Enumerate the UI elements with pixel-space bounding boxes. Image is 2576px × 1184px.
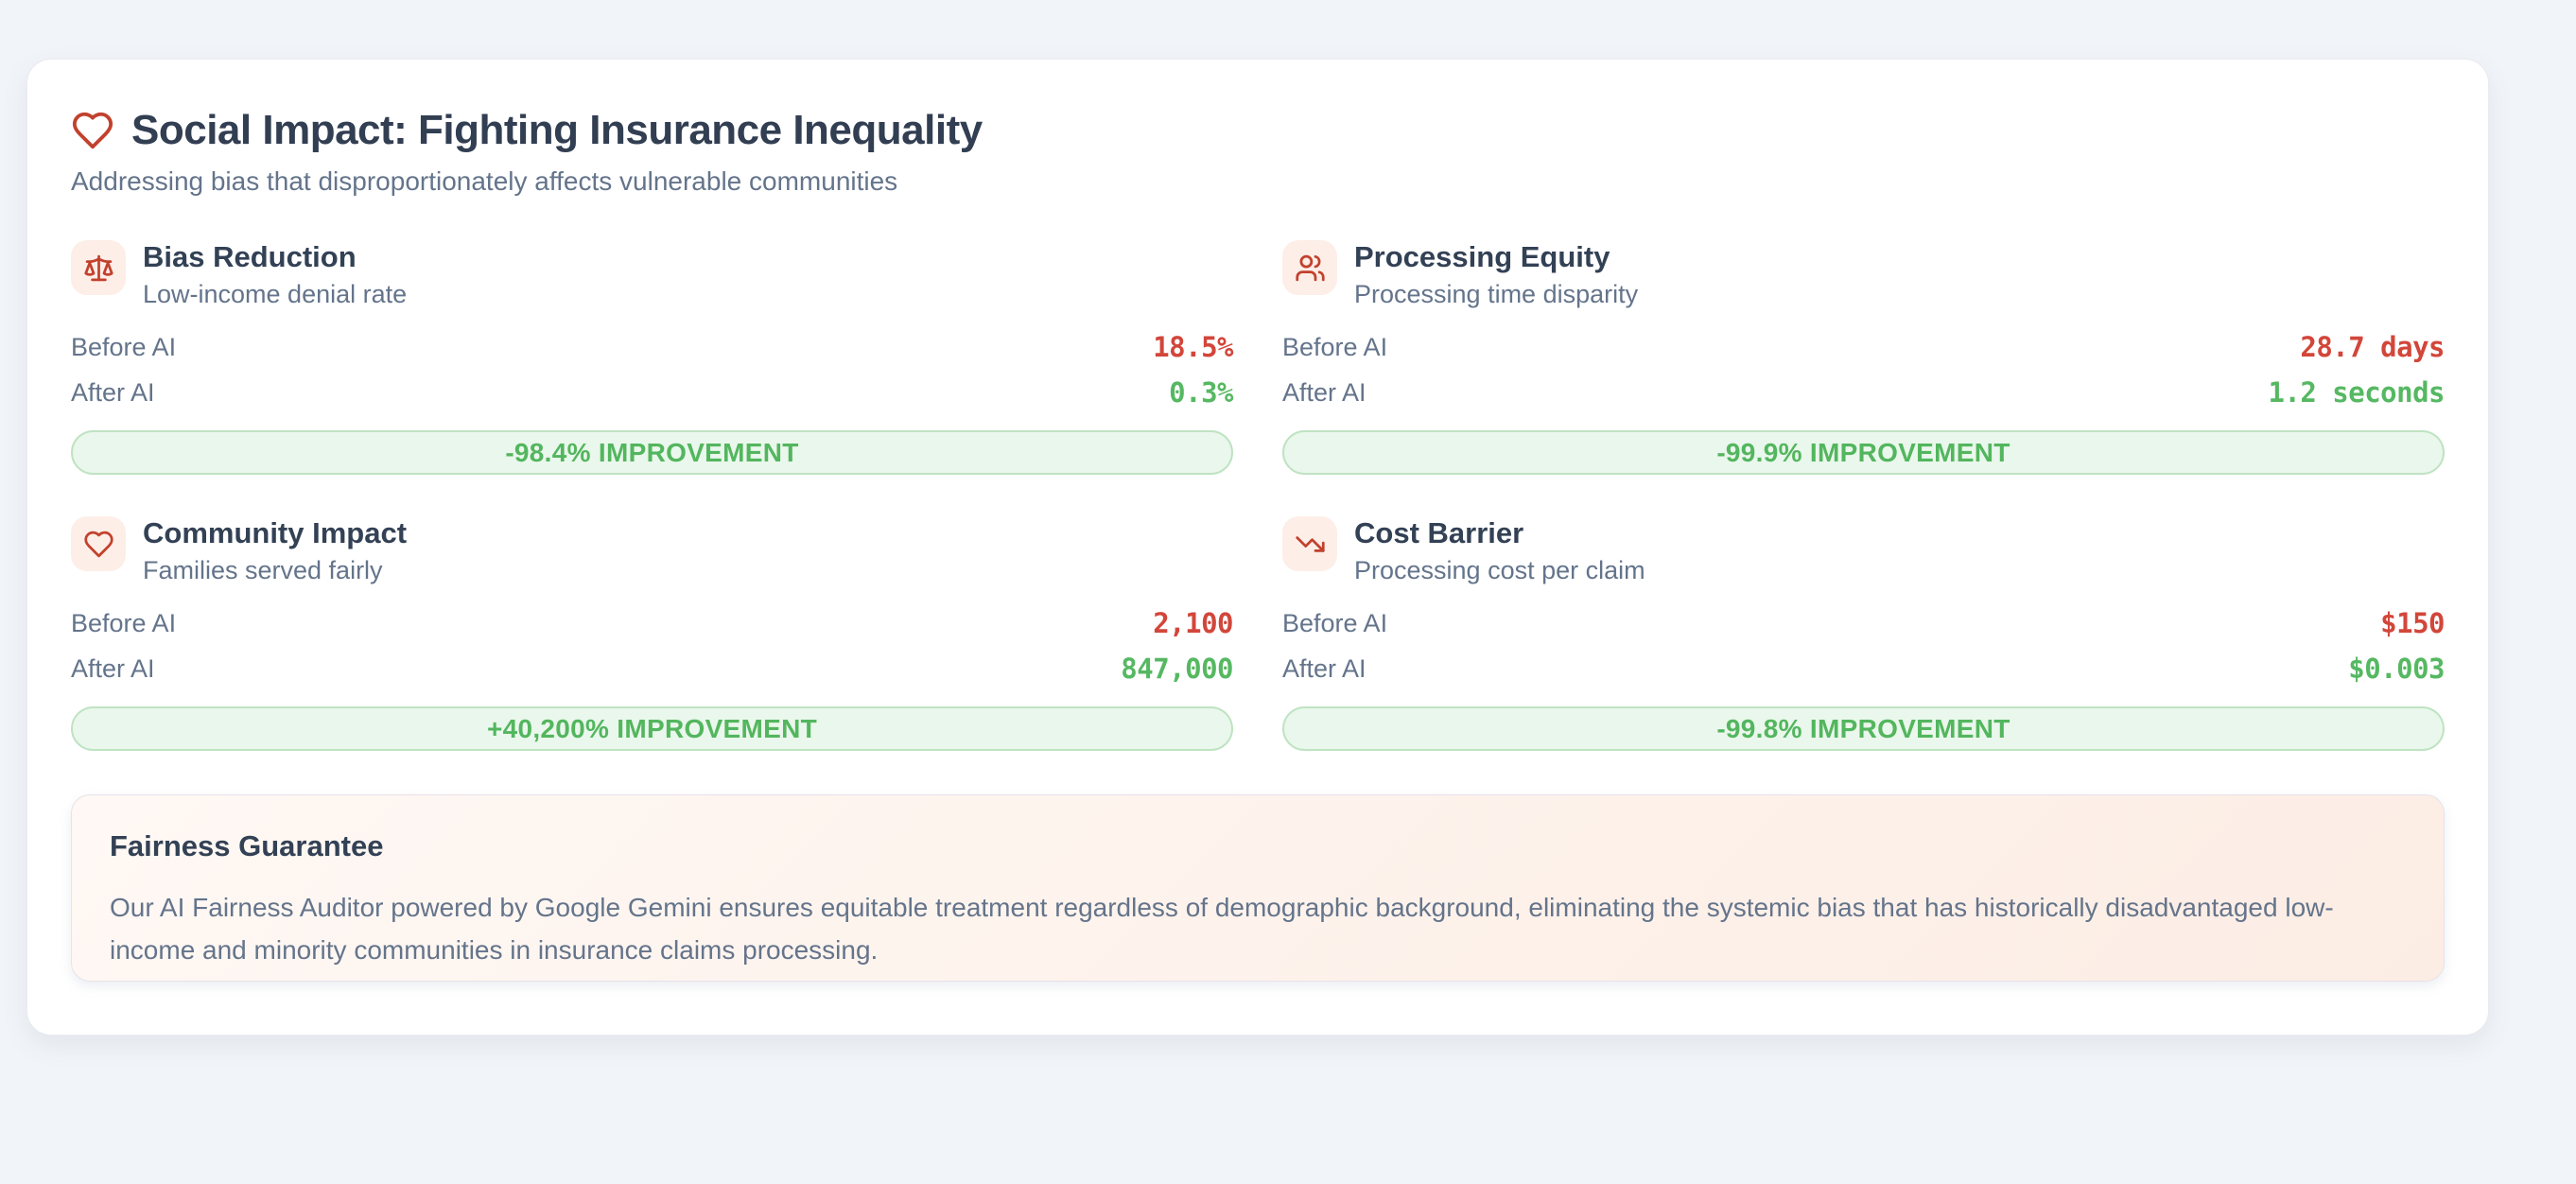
before-ai-value: 28.7 days <box>2300 331 2445 363</box>
page-title: Social Impact: Fighting Insurance Inequa… <box>131 107 983 153</box>
metric-rows: Before AI 18.5% After AI 0.3% <box>71 324 1233 415</box>
scale-icon <box>83 254 113 281</box>
improvement-badge: +40,200% IMPROVEMENT <box>71 706 1233 751</box>
before-ai-value: 2,100 <box>1153 607 1233 639</box>
before-ai-value: $150 <box>2380 607 2445 639</box>
social-impact-card: Social Impact: Fighting Insurance Inequa… <box>26 59 2489 1036</box>
metric-header-text: Bias Reduction Low-income denial rate <box>143 240 407 309</box>
before-ai-label: Before AI <box>1282 332 1388 361</box>
heart-icon <box>83 531 113 557</box>
metric-rows: Before AI $150 After AI $0.003 <box>1282 601 2445 691</box>
after-ai-label: After AI <box>1282 377 1366 407</box>
after-ai-row: After AI $0.003 <box>1282 646 2445 691</box>
after-ai-row: After AI 847,000 <box>71 646 1233 691</box>
metric-title: Cost Barrier <box>1354 516 1524 549</box>
metric-processing-equity: Processing Equity Processing time dispar… <box>1282 240 2445 475</box>
metric-bias-reduction: Bias Reduction Low-income denial rate Be… <box>71 240 1233 475</box>
after-ai-label: After AI <box>1282 653 1366 683</box>
users-icon <box>1295 254 1325 281</box>
after-ai-label: After AI <box>71 377 155 407</box>
improvement-badge: -99.8% IMPROVEMENT <box>1282 706 2445 751</box>
metric-subtitle: Processing time disparity <box>1354 280 1639 308</box>
before-ai-row: Before AI 28.7 days <box>1282 324 2445 370</box>
metric-rows: Before AI 28.7 days After AI 1.2 seconds <box>1282 324 2445 415</box>
after-ai-value: 0.3% <box>1169 376 1233 409</box>
before-ai-row: Before AI 18.5% <box>71 324 1233 370</box>
before-ai-label: Before AI <box>1282 608 1388 637</box>
metric-subtitle: Low-income denial rate <box>143 280 408 308</box>
icon-chip <box>1282 240 1337 295</box>
before-ai-row: Before AI 2,100 <box>71 601 1233 646</box>
icon-chip <box>71 516 126 571</box>
page-subtitle: Addressing bias that disproportionately … <box>71 166 898 196</box>
metric-rows: Before AI 2,100 After AI 847,000 <box>71 601 1233 691</box>
before-ai-label: Before AI <box>71 608 177 637</box>
heart-icon <box>72 112 113 149</box>
metric-subtitle: Families served fairly <box>143 556 383 584</box>
metric-community-impact: Community Impact Families served fairly … <box>71 516 1233 751</box>
fairness-guarantee-panel: Fairness Guarantee Our AI Fairness Audit… <box>71 794 2445 982</box>
improvement-badge: -99.9% IMPROVEMENT <box>1282 430 2445 475</box>
metric-header: Cost Barrier Processing cost per claim <box>1282 516 2445 584</box>
page-header: Social Impact: Fighting Insurance Inequa… <box>71 107 2445 154</box>
after-ai-value: 847,000 <box>1121 653 1233 685</box>
metric-title: Community Impact <box>143 516 408 549</box>
before-ai-value: 18.5% <box>1153 331 1233 363</box>
before-ai-row: Before AI $150 <box>1282 601 2445 646</box>
metric-header: Community Impact Families served fairly <box>71 516 1233 584</box>
metric-header-text: Community Impact Families served fairly <box>143 516 407 585</box>
after-ai-value: $0.003 <box>2348 653 2445 685</box>
icon-chip <box>71 240 126 295</box>
metric-header-text: Processing Equity Processing time dispar… <box>1354 240 1638 309</box>
metrics-grid: Bias Reduction Low-income denial rate Be… <box>71 240 2445 751</box>
metric-header: Processing Equity Processing time dispar… <box>1282 240 2445 308</box>
after-ai-row: After AI 1.2 seconds <box>1282 370 2445 415</box>
metric-header-text: Cost Barrier Processing cost per claim <box>1354 516 1645 585</box>
metric-cost-barrier: Cost Barrier Processing cost per claim B… <box>1282 516 2445 751</box>
before-ai-label: Before AI <box>71 332 177 361</box>
after-ai-label: After AI <box>71 653 155 683</box>
after-ai-row: After AI 0.3% <box>71 370 1233 415</box>
improvement-badge: -98.4% IMPROVEMENT <box>71 430 1233 475</box>
after-ai-value: 1.2 seconds <box>2268 376 2445 409</box>
fairness-title: Fairness Guarantee <box>110 829 384 862</box>
metric-subtitle: Processing cost per claim <box>1354 556 1645 584</box>
metric-header: Bias Reduction Low-income denial rate <box>71 240 1233 308</box>
trending-down-icon <box>1295 535 1325 552</box>
fairness-body: Our AI Fairness Auditor powered by Googl… <box>110 893 2334 966</box>
metric-title: Processing Equity <box>1354 240 1610 273</box>
metric-title: Bias Reduction <box>143 240 357 273</box>
icon-chip <box>1282 516 1337 571</box>
